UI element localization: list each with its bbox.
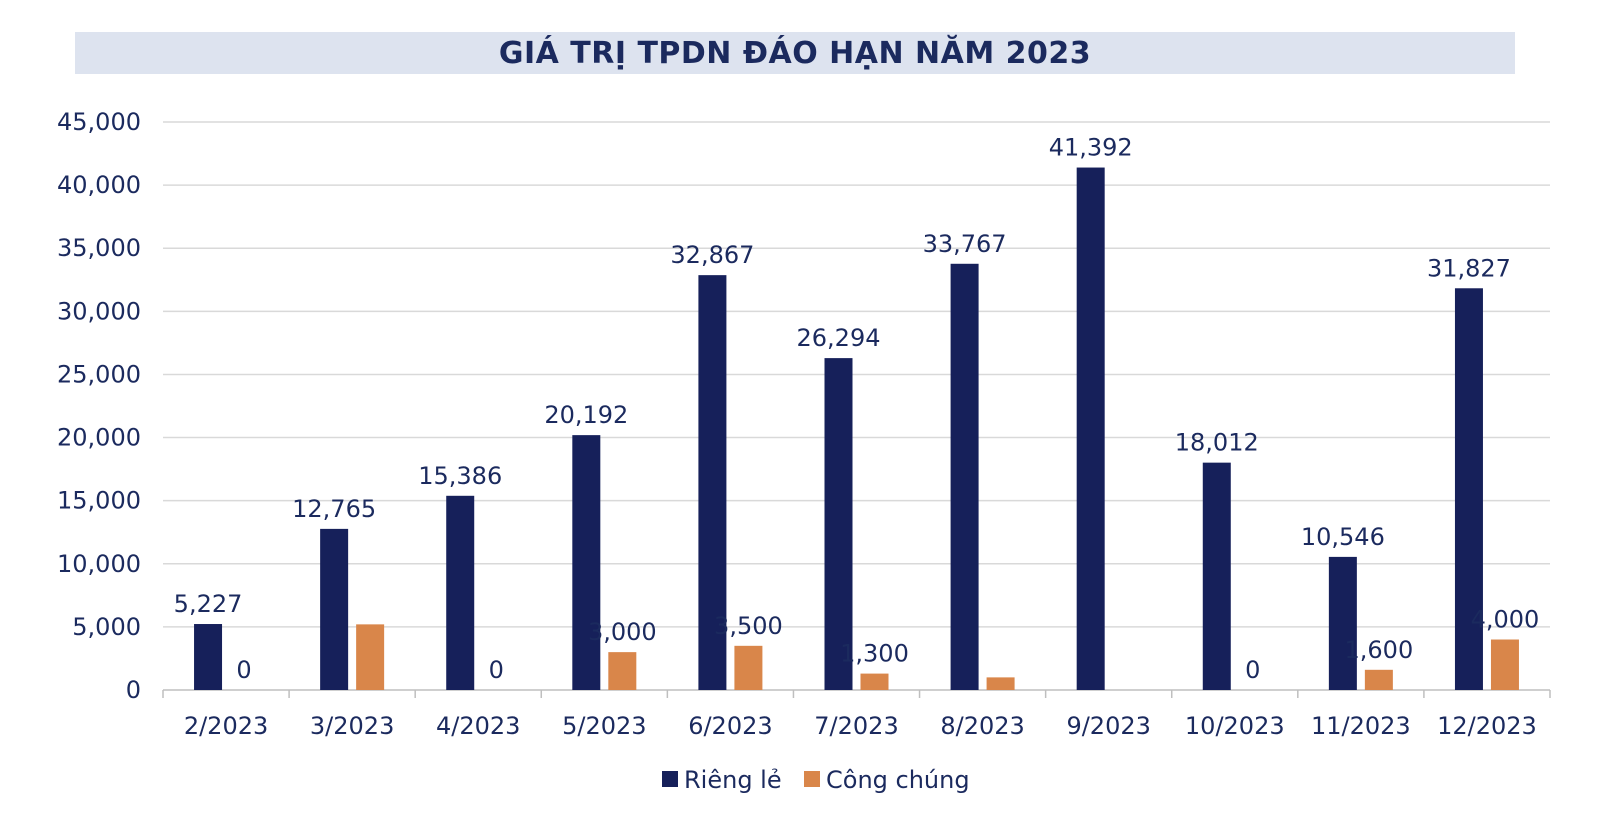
bar-cong-chung bbox=[356, 624, 385, 690]
data-label: 15,386 bbox=[418, 462, 502, 490]
chart-title: GIÁ TRỊ TPDN ĐÁO HẠN NĂM 2023 bbox=[498, 35, 1092, 71]
data-label: 0 bbox=[1245, 656, 1260, 684]
data-label: 12,765 bbox=[292, 495, 376, 523]
bar-rieng-le bbox=[1202, 462, 1231, 690]
data-label: 26,294 bbox=[797, 324, 881, 352]
y-tick-label: 40,000 bbox=[57, 171, 141, 199]
x-tick-label: 8/2023 bbox=[940, 712, 1024, 740]
bar-cong-chung bbox=[986, 677, 1015, 690]
legend-swatch bbox=[662, 771, 678, 787]
data-label: 0 bbox=[236, 656, 251, 684]
legend-swatch bbox=[804, 771, 820, 787]
data-label: 4,000 bbox=[1471, 606, 1540, 634]
bar-rieng-le bbox=[320, 528, 349, 690]
y-tick-label: 45,000 bbox=[57, 108, 141, 136]
x-tick-label: 7/2023 bbox=[814, 712, 898, 740]
data-label: 5,227 bbox=[174, 590, 243, 618]
data-label: 10,546 bbox=[1301, 523, 1385, 551]
bar-cong-chung bbox=[860, 673, 889, 690]
x-tick-label: 11/2023 bbox=[1311, 712, 1411, 740]
bar-rieng-le bbox=[446, 495, 475, 690]
y-tick-label: 0 bbox=[126, 676, 141, 704]
y-tick-label: 15,000 bbox=[57, 487, 141, 515]
y-tick-label: 25,000 bbox=[57, 360, 141, 388]
bar-rieng-le bbox=[1328, 556, 1357, 690]
x-tick-label: 3/2023 bbox=[310, 712, 394, 740]
y-tick-label: 20,000 bbox=[57, 424, 141, 452]
data-label: 3,000 bbox=[588, 618, 657, 646]
bar-rieng-le bbox=[194, 624, 223, 690]
data-label: 3,500 bbox=[714, 612, 783, 640]
x-tick-label: 10/2023 bbox=[1185, 712, 1285, 740]
bar-rieng-le bbox=[1454, 288, 1483, 690]
x-tick-label: 5/2023 bbox=[562, 712, 646, 740]
bar-rieng-le bbox=[572, 435, 601, 690]
x-tick-label: 4/2023 bbox=[436, 712, 520, 740]
legend-label: Riêng lẻ bbox=[684, 766, 782, 794]
bar-rieng-le bbox=[1076, 167, 1105, 690]
data-label: 0 bbox=[489, 656, 504, 684]
data-label: 41,392 bbox=[1049, 134, 1133, 162]
data-label: 20,192 bbox=[544, 401, 628, 429]
y-tick-label: 30,000 bbox=[57, 297, 141, 325]
bar-cong-chung bbox=[608, 652, 637, 690]
data-label: 1,300 bbox=[840, 640, 909, 668]
y-tick-label: 5,000 bbox=[72, 613, 141, 641]
x-tick-label: 12/2023 bbox=[1437, 712, 1537, 740]
chart-title-bar: GIÁ TRỊ TPDN ĐÁO HẠN NĂM 2023 bbox=[75, 32, 1515, 74]
bar-cong-chung bbox=[734, 645, 763, 690]
bar-rieng-le bbox=[950, 263, 979, 690]
bar-cong-chung bbox=[1364, 669, 1393, 690]
bar-rieng-le bbox=[824, 358, 853, 690]
x-tick-label: 9/2023 bbox=[1066, 712, 1150, 740]
data-label: 32,867 bbox=[670, 241, 754, 269]
data-label: 1,600 bbox=[1345, 636, 1414, 664]
y-tick-label: 35,000 bbox=[57, 234, 141, 262]
x-tick-label: 6/2023 bbox=[688, 712, 772, 740]
data-label: 33,767 bbox=[923, 230, 1007, 258]
bar-cong-chung bbox=[1490, 639, 1519, 690]
y-tick-label: 10,000 bbox=[57, 550, 141, 578]
bar-rieng-le bbox=[698, 275, 727, 690]
legend-label: Công chúng bbox=[826, 766, 970, 794]
data-label: 18,012 bbox=[1175, 429, 1259, 457]
data-label: 31,827 bbox=[1427, 254, 1511, 282]
x-tick-label: 2/2023 bbox=[184, 712, 268, 740]
